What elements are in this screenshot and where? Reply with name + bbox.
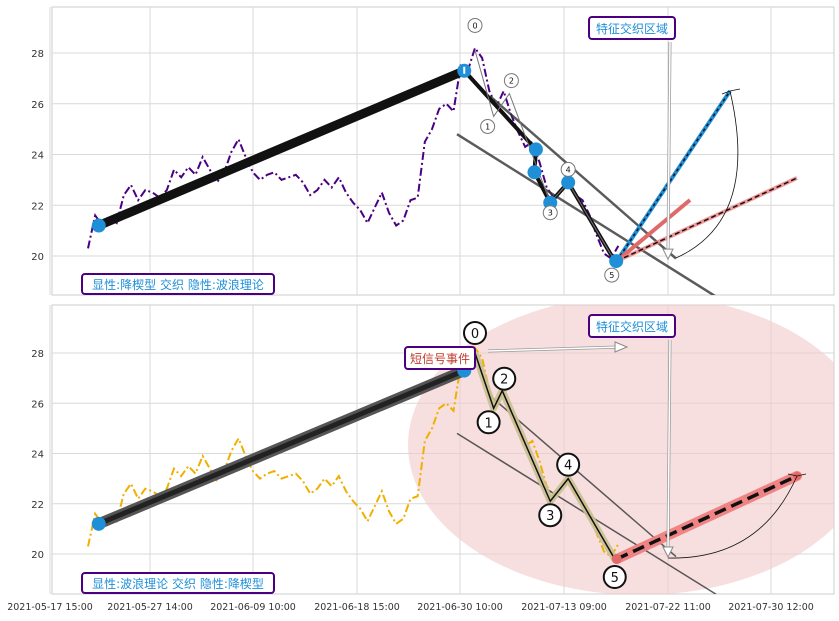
pattern-label-box (81, 273, 275, 295)
y-tick-label: 24 (31, 450, 44, 461)
wave-label-1: 1 (485, 122, 490, 131)
y-tick-label: 22 (31, 500, 44, 511)
price-line (87, 45, 620, 260)
x-tick-label: 2021-07-22 11:00 (625, 602, 711, 613)
price-line (87, 345, 620, 558)
annotation-arrowhead (662, 546, 674, 559)
wedge-upper-line (489, 395, 677, 558)
wave-label-0: 0 (472, 21, 477, 30)
projection-arc (675, 90, 739, 259)
y-tick-label: 20 (31, 252, 44, 263)
wave-label-4: 4 (564, 459, 572, 474)
wave-label-3: 3 (546, 509, 554, 524)
y-tick-label: 28 (31, 349, 44, 360)
y-tick-label: 20 (31, 550, 44, 561)
x-tick-label: 2021-07-30 12:00 (728, 602, 814, 613)
start-marker (91, 516, 106, 531)
y-tick-label: 22 (31, 201, 44, 212)
x-axis: 2021-05-17 15:00 2021-05-27 14:00 2021-06-… (7, 602, 814, 613)
x-tick-label: 2021-06-09 10:00 (210, 602, 296, 613)
annotation-arrow-inner (667, 41, 671, 252)
signal-box (404, 346, 476, 370)
wave-label-circle (542, 205, 558, 221)
wave-label-2: 2 (509, 77, 514, 86)
signal-arrowhead (614, 341, 629, 353)
annotation-arrow-inner (667, 339, 671, 550)
pattern-label: 显性:降楔型 交织 隐性:波浪理论 (92, 277, 264, 292)
wave-label-circle (476, 410, 501, 435)
annotation-arrowhead (662, 248, 674, 261)
wave-label-circle (467, 17, 483, 33)
x-tick-label: 2021-05-17 15:00 (7, 602, 93, 613)
wave-marker (91, 218, 106, 233)
projection-dash (616, 474, 798, 561)
wave-label-3: 3 (548, 209, 553, 218)
x-tick-label: 2021-06-30 10:00 (417, 602, 503, 613)
x-tick-label: 2021-06-18 15:00 (314, 602, 400, 613)
wave-label-0: 0 (471, 327, 479, 342)
wave-label-circle (556, 452, 581, 477)
wave-label-circle (492, 366, 517, 391)
annotation-label: 特征交织区域 (596, 21, 668, 36)
wave-label-circle (503, 73, 519, 89)
plot-area (51, 6, 835, 296)
y-tick-label: 26 (31, 399, 44, 410)
projection-blue-dash (616, 90, 731, 262)
wave-label-circle (604, 267, 620, 283)
signal-arrow-inner (487, 346, 621, 352)
pattern-label: 显性:波浪理论 交织 隐性:降楔型 (92, 576, 264, 591)
annotation-box (588, 16, 676, 40)
y-tick-label: 26 (31, 100, 44, 111)
projection-red-short (615, 198, 692, 263)
arc-tick (721, 88, 741, 95)
wave-label-circle (602, 565, 627, 590)
pattern-label-box (81, 572, 275, 594)
plot-content (87, 45, 798, 295)
projection-arc (667, 475, 798, 559)
wave-marker (609, 254, 624, 269)
wave-path (474, 352, 616, 560)
annotation-box (588, 314, 676, 338)
signal-label: 短信号事件 (410, 352, 470, 366)
x-tick-label: 2021-05-27 14:00 (107, 602, 193, 613)
annotation-label: 特征交织区域 (596, 319, 668, 334)
wave-marker (527, 165, 542, 180)
end-marker (611, 554, 622, 565)
wave-label-4: 4 (566, 165, 571, 174)
trend-leg (94, 66, 469, 231)
y-tick-label: 28 (31, 49, 44, 60)
wave-label-5: 5 (611, 571, 619, 586)
wave-label-circle (538, 503, 563, 528)
wave-marker (528, 142, 543, 157)
projection-pink-dash (616, 177, 798, 262)
wave-label-2: 2 (500, 373, 508, 388)
wave-marker (561, 175, 576, 190)
wave-label-1: 1 (484, 416, 492, 431)
arc-tick (787, 473, 807, 477)
wave-label-circle (463, 321, 487, 345)
x-tick-label: 2021-07-13 09:00 (521, 602, 607, 613)
trend-leg (96, 368, 467, 527)
y-tick-label: 24 (31, 151, 44, 162)
wave-label-5: 5 (609, 271, 614, 280)
wave-label-circle (560, 161, 576, 177)
wave-label-circle (480, 118, 496, 134)
